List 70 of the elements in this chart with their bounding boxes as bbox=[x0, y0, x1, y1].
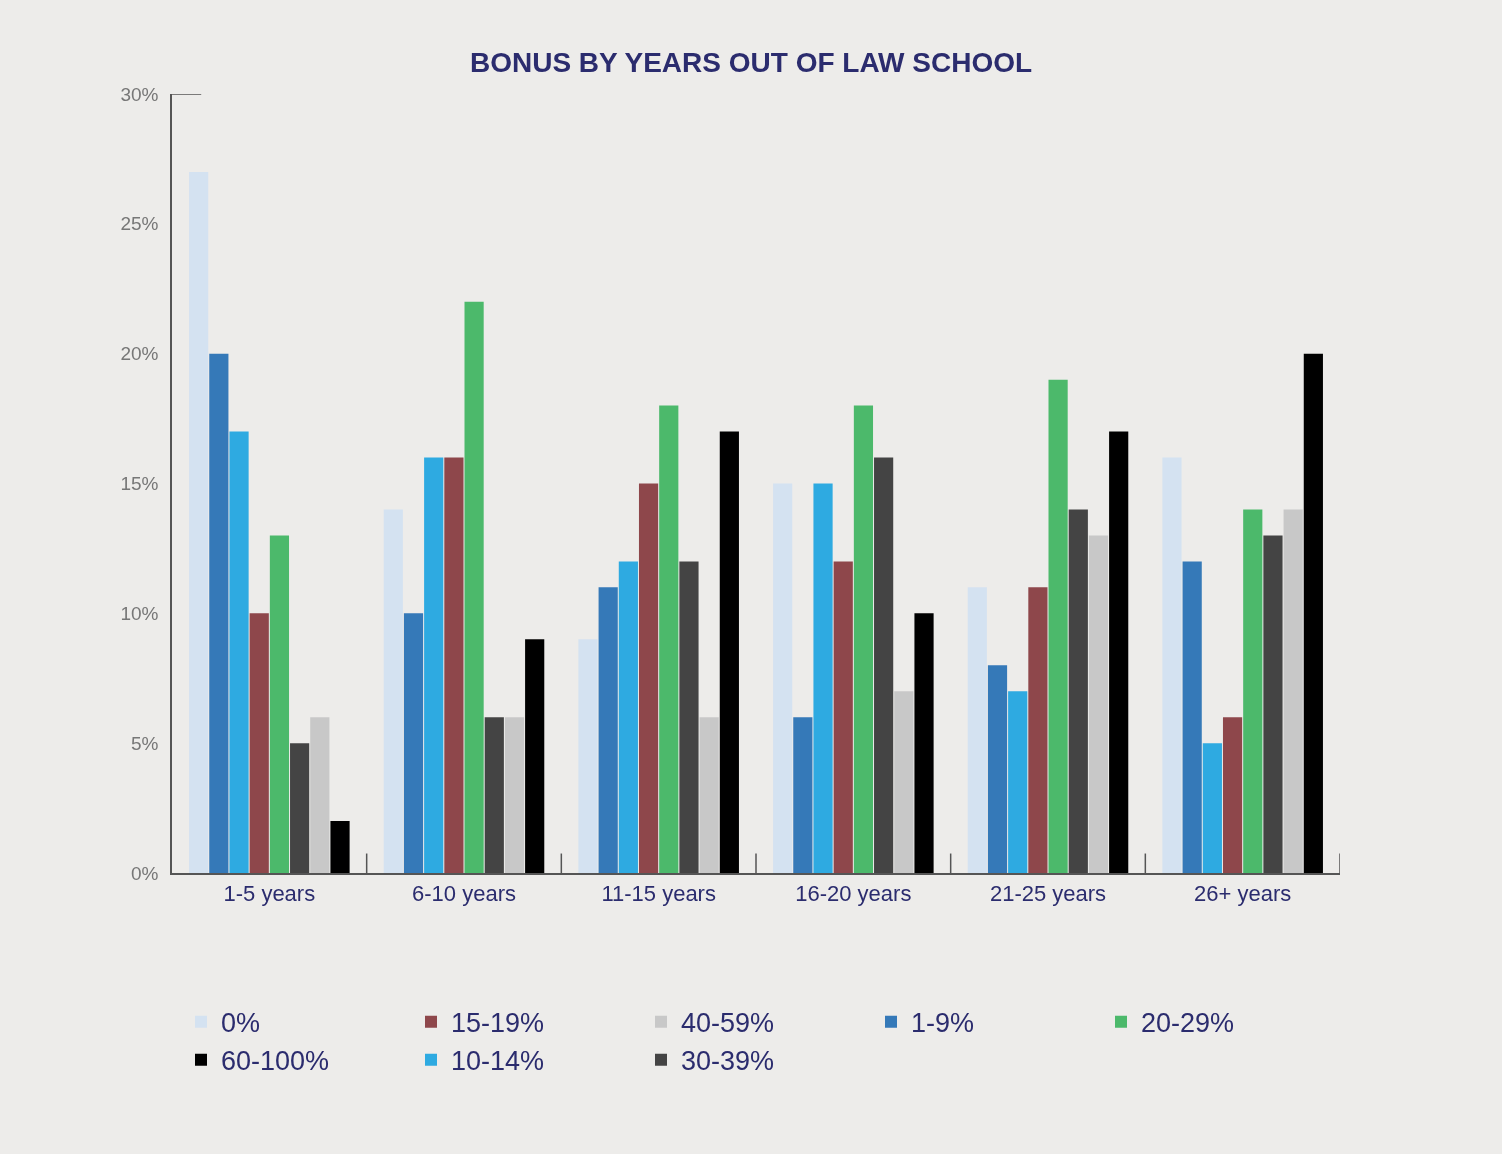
bar bbox=[1243, 509, 1263, 873]
bar bbox=[618, 561, 638, 873]
bar bbox=[638, 483, 659, 873]
bar bbox=[290, 743, 310, 873]
legend-label: 15-19% bbox=[451, 1008, 545, 1039]
bar bbox=[967, 587, 987, 873]
bar bbox=[1068, 509, 1088, 873]
bar bbox=[1008, 691, 1028, 873]
bar bbox=[383, 509, 403, 873]
bar bbox=[598, 587, 618, 873]
y-tick-label: 30% bbox=[120, 83, 159, 105]
y-tick-label: 10% bbox=[120, 602, 159, 624]
bar bbox=[229, 431, 249, 873]
y-tick-label: 0% bbox=[130, 862, 159, 884]
legend-label: 30-39% bbox=[681, 1046, 775, 1077]
bar bbox=[1303, 353, 1323, 873]
legend-label: 1-9% bbox=[911, 1008, 975, 1039]
legend-label: 60-100% bbox=[221, 1046, 330, 1077]
legend-label: 10-14% bbox=[451, 1046, 545, 1077]
y-tick-label: 25% bbox=[120, 213, 159, 235]
x-tick-label: 21-25 years bbox=[989, 881, 1107, 907]
bar bbox=[1283, 509, 1303, 873]
bar bbox=[833, 561, 853, 873]
bar bbox=[1028, 587, 1048, 873]
bar bbox=[1088, 535, 1109, 873]
chart-title: BONUS BY YEARS OUT OF LAW SCHOOL bbox=[469, 46, 1033, 78]
bar bbox=[484, 717, 504, 873]
bar bbox=[1222, 717, 1243, 873]
bar bbox=[209, 353, 229, 873]
bar bbox=[914, 613, 934, 873]
bar bbox=[403, 613, 424, 873]
legend-label: 40-59% bbox=[681, 1008, 775, 1039]
bar bbox=[699, 717, 719, 873]
bar bbox=[1263, 535, 1283, 873]
bar bbox=[719, 431, 739, 873]
bar bbox=[1048, 379, 1068, 873]
bar bbox=[1162, 457, 1182, 873]
bar bbox=[1202, 743, 1222, 873]
bar bbox=[1109, 431, 1129, 873]
bar bbox=[269, 535, 290, 873]
bar bbox=[679, 561, 699, 873]
bar bbox=[987, 665, 1008, 873]
bar bbox=[444, 457, 464, 873]
legend-label: 20-29% bbox=[1141, 1008, 1235, 1039]
bar bbox=[464, 301, 484, 873]
bar bbox=[853, 405, 874, 873]
bar bbox=[189, 171, 209, 873]
bar bbox=[578, 639, 598, 873]
y-tick-label: 5% bbox=[130, 732, 159, 754]
bar bbox=[249, 613, 269, 873]
bar bbox=[310, 717, 330, 873]
bar bbox=[504, 717, 525, 873]
x-tick-label: 6-10 years bbox=[412, 881, 516, 907]
bar bbox=[1182, 561, 1202, 873]
bar bbox=[773, 483, 793, 873]
bar bbox=[813, 483, 833, 873]
bar bbox=[330, 821, 350, 873]
y-tick-label: 15% bbox=[120, 473, 159, 495]
bar bbox=[894, 691, 914, 873]
x-tick-label: 1-5 years bbox=[223, 881, 316, 907]
bar bbox=[874, 457, 894, 873]
x-tick-label: 11-15 years bbox=[601, 881, 716, 907]
bar bbox=[659, 405, 679, 873]
legend-label: 0% bbox=[221, 1008, 261, 1039]
y-tick-label: 20% bbox=[120, 343, 159, 365]
x-tick-label: 26+ years bbox=[1194, 881, 1292, 907]
bar bbox=[525, 639, 545, 873]
x-tick-label: 16-20 years bbox=[795, 881, 912, 907]
bar bbox=[424, 457, 444, 873]
bar bbox=[793, 717, 813, 873]
